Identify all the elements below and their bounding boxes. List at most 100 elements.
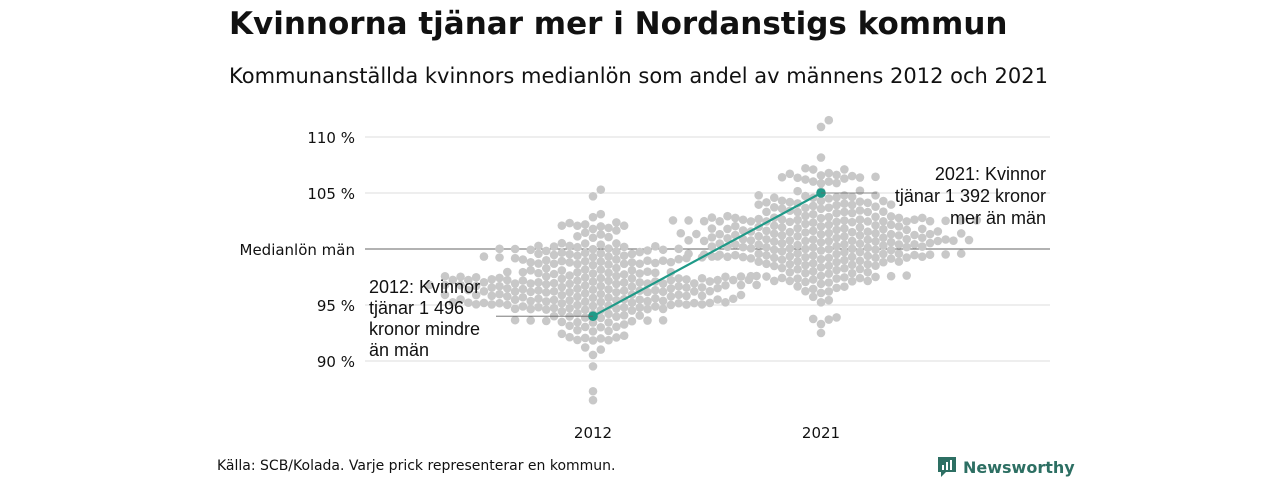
municipality-dot: [619, 286, 629, 295]
municipality-dot: [769, 193, 779, 202]
municipality-dot: [471, 281, 481, 291]
municipality-dot: [596, 249, 606, 258]
annotation-2021-line: 2021: Kvinnor: [935, 164, 1046, 184]
municipality-dot: [612, 226, 621, 235]
municipality-dot: [604, 284, 613, 294]
municipality-dot: [964, 235, 974, 245]
municipality-dot: [824, 194, 834, 203]
municipality-dot: [801, 244, 810, 254]
municipality-dot: [456, 272, 465, 282]
municipality-dot: [713, 275, 722, 285]
municipality-dot: [777, 273, 787, 283]
municipality-dot: [824, 168, 834, 178]
municipality-dot: [541, 288, 551, 297]
municipality-dot: [824, 203, 834, 212]
municipality-dot: [580, 297, 590, 306]
municipality-dot: [715, 250, 725, 260]
municipality-dot: [713, 295, 722, 304]
municipality-dot: [801, 268, 810, 278]
municipality-dot: [541, 316, 551, 326]
municipality-dot: [847, 217, 857, 227]
municipality-dot: [832, 170, 841, 180]
municipality-dot: [676, 228, 686, 238]
municipality-dot: [762, 198, 771, 207]
municipality-dot: [863, 276, 873, 286]
municipality-dot: [580, 322, 590, 332]
municipality-dot: [816, 279, 826, 289]
municipality-dot: [801, 203, 810, 213]
municipality-dot: [879, 257, 888, 267]
municipality-dot: [746, 236, 756, 245]
municipality-dot: [840, 232, 849, 241]
municipality-dot: [510, 253, 520, 263]
municipality-dot: [549, 242, 559, 251]
municipality-dot: [840, 174, 849, 183]
municipality-dot: [503, 284, 512, 293]
municipality-dot: [769, 261, 779, 271]
municipality-dot: [580, 273, 590, 282]
municipality-dot: [518, 276, 528, 285]
municipality-dot: [557, 274, 567, 284]
municipality-dot: [573, 276, 582, 285]
municipality-dot: [824, 269, 834, 279]
municipality-dot: [886, 212, 896, 221]
municipality-dot: [816, 196, 826, 206]
municipality-dot: [588, 252, 598, 262]
municipality-dot: [949, 236, 958, 246]
municipality-dot: [863, 207, 873, 217]
municipality-dot: [658, 304, 668, 314]
municipality-dot: [917, 213, 927, 223]
municipality-dot: [549, 295, 559, 305]
municipality-dot: [728, 294, 738, 304]
municipality-dot: [573, 268, 582, 277]
municipality-dot: [580, 281, 590, 290]
municipality-dot: [464, 298, 473, 308]
municipality-dot: [510, 287, 520, 296]
municipality-dot: [824, 220, 834, 230]
municipality-dot: [762, 226, 771, 236]
municipality-dot: [731, 221, 740, 231]
municipality-dot: [464, 285, 473, 295]
municipality-dot: [596, 297, 606, 307]
municipality-dot: [612, 279, 621, 289]
municipality-dot: [816, 213, 826, 223]
municipality-dot: [816, 229, 826, 239]
municipality-dot: [793, 249, 802, 258]
municipality-dot: [902, 234, 911, 244]
municipality-dot: [557, 238, 567, 248]
municipality-dot: [495, 298, 504, 308]
municipality-dot: [619, 320, 629, 329]
newsworthy-brand: Newsworthy: [937, 456, 1075, 478]
municipality-dot: [801, 211, 810, 221]
municipality-dot: [886, 229, 896, 239]
municipality-dot: [573, 284, 582, 293]
annotation-2021-line: tjänar 1 392 kronor: [895, 186, 1046, 206]
y-tick-label: 90 %: [317, 353, 355, 371]
municipality-dot: [604, 293, 613, 303]
municipality-dot: [448, 297, 458, 307]
municipality-dot: [808, 201, 818, 211]
municipality-dot: [627, 258, 637, 267]
municipality-dot: [832, 217, 841, 227]
municipality-dot: [697, 300, 707, 309]
municipality-dot: [972, 216, 982, 225]
municipality-dot: [456, 280, 465, 290]
municipality-dot: [855, 247, 865, 257]
municipality-dot: [674, 281, 683, 291]
municipality-dot: [580, 220, 590, 229]
municipality-dot: [855, 215, 865, 224]
municipality-dot: [588, 362, 598, 371]
municipality-dot: [565, 218, 574, 228]
municipality-dot: [619, 259, 629, 269]
municipality-dot: [871, 272, 880, 282]
municipality-dot: [596, 273, 606, 283]
municipality-dot: [541, 305, 551, 314]
municipality-dot: [816, 171, 826, 180]
municipality-dot: [941, 235, 950, 244]
municipality-dot: [699, 216, 709, 226]
municipality-dot: [941, 216, 950, 226]
y-tick-label: Medianlön män: [240, 241, 356, 259]
municipality-dot: [707, 233, 717, 242]
municipality-dot: [487, 283, 497, 292]
municipality-dot: [752, 280, 761, 290]
